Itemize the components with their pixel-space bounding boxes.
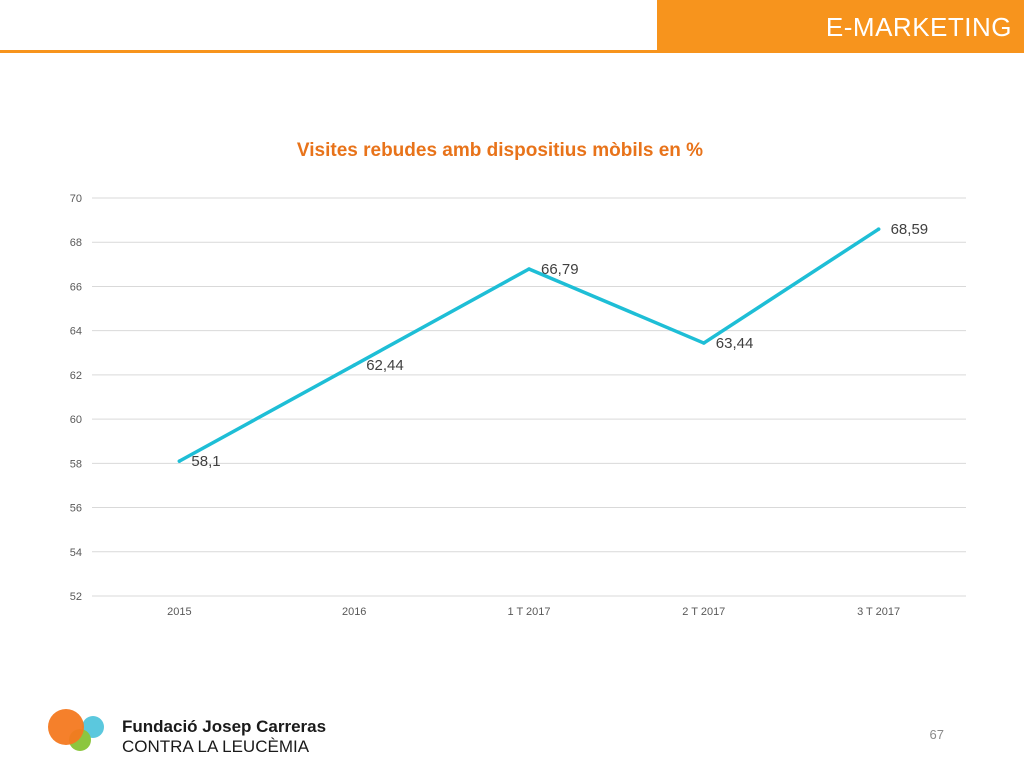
chart-title: Visites rebudes amb dispositius mòbils e… bbox=[296, 140, 704, 161]
y-tick-label: 62 bbox=[70, 370, 82, 382]
x-tick-label: 2016 bbox=[342, 606, 366, 618]
data-point bbox=[352, 363, 356, 367]
data-label: 68,59 bbox=[891, 221, 929, 238]
data-point bbox=[177, 459, 182, 463]
data-label: 62,44 bbox=[366, 357, 404, 374]
gridlines bbox=[92, 197, 966, 597]
data-labels: 58,1 62,44 66,79 63,44 68,59 bbox=[191, 221, 928, 470]
data-point bbox=[527, 267, 531, 271]
fundacio-logo-icon bbox=[48, 709, 104, 751]
y-tick-label: 68 bbox=[70, 237, 82, 249]
x-tick-label: 2015 bbox=[167, 606, 191, 618]
y-tick-label: 64 bbox=[70, 326, 82, 338]
series-layer bbox=[177, 227, 881, 463]
org-tagline: CONTRA LA LEUCÈMIA bbox=[122, 737, 310, 756]
series-line bbox=[177, 227, 881, 463]
y-tick-label: 66 bbox=[70, 281, 82, 293]
data-label: 66,79 bbox=[541, 261, 579, 278]
data-point bbox=[702, 341, 706, 345]
data-label: 63,44 bbox=[716, 335, 754, 352]
data-point bbox=[876, 227, 881, 231]
x-tick-label: 3 T 2017 bbox=[857, 606, 900, 618]
header-rule bbox=[0, 50, 657, 53]
x-tick-label: 2 T 2017 bbox=[682, 606, 725, 618]
y-tick-label: 54 bbox=[70, 547, 82, 559]
header-banner: E-MARKETING bbox=[657, 0, 1024, 53]
y-tick-label: 58 bbox=[70, 458, 82, 470]
x-tick-label: 1 T 2017 bbox=[507, 606, 550, 618]
y-tick-label: 70 bbox=[70, 193, 82, 205]
section-title: E-MARKETING bbox=[825, 12, 1012, 42]
y-axis-ticks: 52 54 56 58 60 62 64 66 68 70 bbox=[70, 193, 82, 603]
y-tick-label: 60 bbox=[70, 414, 82, 426]
data-label: 58,1 bbox=[191, 453, 220, 470]
y-tick-label: 52 bbox=[70, 591, 82, 603]
page-number: 67 bbox=[929, 727, 944, 742]
line-chart: 52 54 56 58 60 62 64 66 68 70 2015 2016 1 T 2017 2 T… bbox=[70, 193, 966, 618]
logo-orange-circle bbox=[48, 709, 84, 745]
y-tick-label: 56 bbox=[70, 503, 82, 515]
x-axis-ticks: 2015 2016 1 T 2017 2 T 2017 3 T 2017 bbox=[167, 606, 900, 618]
org-name: Fundació Josep Carreras bbox=[122, 717, 327, 736]
